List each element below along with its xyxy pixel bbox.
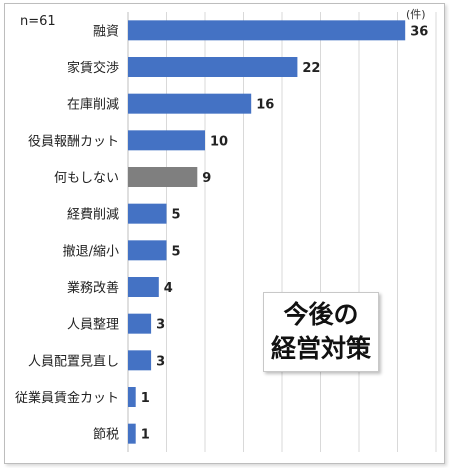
category-label-1: 融資: [93, 24, 119, 39]
data-label-10: 3: [156, 354, 165, 369]
category-label-7: 撤退/縮小: [63, 243, 119, 259]
category-label-10: 人員配置見直し: [28, 354, 119, 369]
category-label-2: 家賃交渉: [67, 60, 119, 76]
data-label-8: 4: [164, 281, 173, 296]
bar-9: [128, 313, 152, 334]
sample-size-label: n=61: [20, 14, 56, 29]
bar-8: [128, 277, 159, 297]
category-label-12: 節税: [93, 428, 119, 443]
data-label-6: 5: [172, 208, 181, 223]
category-label-8: 業務改善: [67, 280, 119, 296]
data-label-11: 1: [141, 391, 150, 406]
bar-1: [128, 20, 406, 41]
bar-6: [128, 203, 167, 224]
bar-4: [128, 130, 205, 151]
chart-title-line-1: 今後の: [283, 300, 359, 329]
data-label-4: 10: [210, 134, 228, 149]
category-label-11: 従業員賃金カット: [15, 390, 119, 406]
chart-title-line-2: 経営対策: [270, 334, 371, 363]
bar-2: [128, 57, 298, 77]
data-label-12: 1: [141, 428, 150, 443]
data-label-3: 16: [256, 98, 274, 113]
bar-3: [128, 93, 252, 114]
chart-frame: [4, 3, 445, 464]
unit-label: (件): [406, 8, 426, 21]
bar-12: [128, 423, 136, 444]
data-label-7: 5: [172, 244, 181, 259]
bar-7: [128, 240, 167, 261]
data-label-2: 22: [302, 61, 320, 76]
data-label-1: 36: [410, 24, 428, 39]
data-label-9: 3: [156, 318, 165, 333]
category-label-9: 人員整理: [67, 318, 119, 333]
data-label-5: 9: [202, 171, 211, 186]
bar-5: [128, 167, 198, 187]
bar-10: [128, 350, 152, 371]
category-label-3: 在庫削減: [67, 97, 119, 113]
chart-title-box: 今後の 経営対策: [263, 292, 379, 372]
category-label-5: 何もしない: [54, 170, 119, 186]
category-label-6: 経費削減: [67, 207, 119, 223]
bar-11: [128, 387, 136, 407]
category-label-4: 役員報酬カット: [28, 134, 119, 149]
